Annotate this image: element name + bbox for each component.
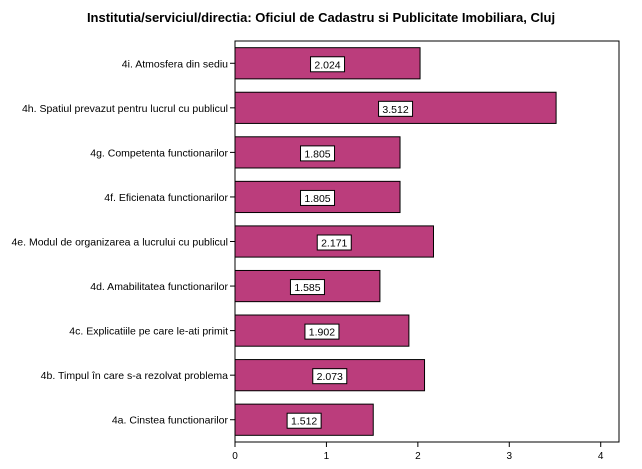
- data-label-box: [316, 234, 352, 251]
- data-label-box: [378, 100, 414, 117]
- data-label-box: [310, 56, 346, 73]
- x-tick-label: 2: [415, 451, 421, 462]
- data-label-box: [289, 279, 325, 296]
- data-label-box: [312, 368, 348, 385]
- x-tick-label: 0: [232, 451, 238, 462]
- category-label: 4a. Cinstea functionarilor: [112, 415, 229, 427]
- data-label-box: [300, 189, 336, 206]
- category-label: 4g. Competenta functionarilor: [90, 147, 228, 159]
- data-label: 2.024: [314, 59, 340, 71]
- category-label: 4b. Timpul în care s-a rezolvat problema: [41, 370, 228, 382]
- chart-title: Institutia/serviciul/directia: Oficiul d…: [86, 10, 556, 25]
- data-label: 3.512: [382, 104, 408, 116]
- data-label-box: [304, 323, 340, 340]
- category-label: 4i. Atmosfera din sediu: [122, 58, 228, 70]
- category-label: 4f. Eficienata functionarilor: [104, 192, 228, 204]
- data-label: 1.512: [291, 416, 317, 428]
- data-label: 2.171: [321, 238, 347, 250]
- x-tick-label: 3: [507, 451, 513, 462]
- data-label-box: [300, 145, 336, 162]
- category-label: 4e. Modul de organizarea a lucrului cu p…: [11, 237, 228, 249]
- data-label: 1.805: [304, 148, 330, 160]
- x-tick-label: 4: [598, 451, 604, 462]
- data-label: 2.073: [317, 371, 343, 383]
- bar: [234, 136, 401, 169]
- category-label: 4d. Amabilitatea functionarilor: [90, 281, 228, 293]
- data-label: 1.805: [304, 193, 330, 205]
- data-label-box: [286, 412, 322, 429]
- category-label: 4h. Spatiul prevazut pentru lucrul cu pu…: [22, 103, 228, 115]
- category-label: 4c. Explicatiile pe care le-ati primit: [69, 326, 228, 338]
- data-label: 1.585: [294, 282, 320, 294]
- data-label: 1.902: [309, 327, 335, 339]
- x-tick-label: 1: [324, 451, 330, 462]
